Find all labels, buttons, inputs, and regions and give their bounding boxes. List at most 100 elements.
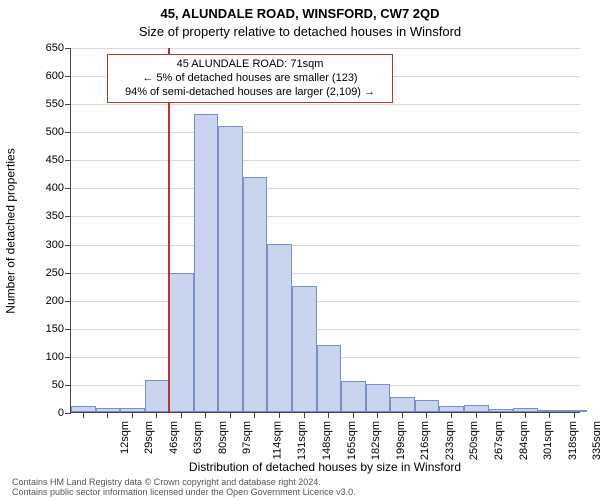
x-tick-label: 318sqm: [567, 421, 579, 460]
x-tick-label: 301sqm: [542, 421, 554, 460]
x-tick-label: 12sqm: [119, 421, 131, 454]
x-tick: [205, 412, 206, 418]
chart-title-main: 45, ALUNDALE ROAD, WINSFORD, CW7 2QD: [0, 6, 600, 21]
x-tick-label: 80sqm: [217, 421, 229, 454]
x-tick: [181, 412, 182, 418]
y-tick: [65, 329, 71, 330]
y-tick: [65, 48, 71, 49]
histogram-bar: [145, 380, 170, 412]
y-tick-label: 200: [24, 295, 64, 307]
x-tick-label: 148sqm: [321, 421, 333, 460]
x-tick: [549, 412, 550, 418]
gridline-horizontal: [71, 329, 580, 330]
histogram-bar: [390, 397, 415, 412]
x-tick: [279, 412, 280, 418]
y-tick-label: 0: [24, 407, 64, 419]
y-tick-label: 450: [24, 154, 64, 166]
x-tick-label: 165sqm: [346, 421, 358, 460]
y-tick-label: 100: [24, 351, 64, 363]
histogram-bar: [169, 273, 194, 412]
x-tick-label: 284sqm: [518, 421, 530, 460]
y-tick: [65, 357, 71, 358]
x-tick: [230, 412, 231, 418]
y-axis-title: Number of detached properties: [2, 48, 20, 413]
histogram-bar: [341, 381, 366, 412]
histogram-bar: [366, 384, 391, 412]
y-tick: [65, 301, 71, 302]
y-tick-label: 400: [24, 182, 64, 194]
gridline-horizontal: [71, 132, 580, 133]
x-tick: [254, 412, 255, 418]
histogram-bar: [218, 126, 243, 412]
y-tick: [65, 216, 71, 217]
histogram-bar: [292, 286, 317, 412]
x-tick: [500, 412, 501, 418]
histogram-bar: [194, 114, 219, 412]
y-tick: [65, 245, 71, 246]
gridline-horizontal: [71, 273, 580, 274]
x-tick: [156, 412, 157, 418]
x-tick: [353, 412, 354, 418]
y-tick: [65, 385, 71, 386]
y-tick-label: 50: [24, 379, 64, 391]
x-tick-label: 46sqm: [168, 421, 180, 454]
y-tick-label: 250: [24, 267, 64, 279]
annotation-box: 45 ALUNDALE ROAD: 71sqm← 5% of detached …: [107, 54, 393, 103]
y-tick: [65, 413, 71, 414]
y-tick-label: 300: [24, 239, 64, 251]
annotation-line: ← 5% of detached houses are smaller (123…: [114, 72, 386, 86]
y-tick-label: 600: [24, 70, 64, 82]
y-tick-label: 350: [24, 210, 64, 222]
x-tick-label: 29sqm: [143, 421, 155, 454]
x-tick: [574, 412, 575, 418]
histogram-bar: [317, 345, 342, 412]
x-tick-label: 233sqm: [444, 421, 456, 460]
histogram-bar: [267, 244, 292, 412]
y-tick-label: 550: [24, 98, 64, 110]
x-tick-label: 267sqm: [493, 421, 505, 460]
gridline-horizontal: [71, 188, 580, 189]
y-axis-title-text: Number of detached properties: [4, 148, 18, 313]
plot-area: 45 ALUNDALE ROAD: 71sqm← 5% of detached …: [70, 48, 580, 413]
histogram-bar: [415, 400, 440, 412]
y-tick: [65, 132, 71, 133]
attribution-line-2: Contains public sector information licen…: [12, 488, 356, 498]
x-tick: [304, 412, 305, 418]
x-tick: [107, 412, 108, 418]
x-tick: [402, 412, 403, 418]
gridline-horizontal: [71, 160, 580, 161]
x-tick: [328, 412, 329, 418]
x-tick: [132, 412, 133, 418]
gridline-horizontal: [71, 245, 580, 246]
x-tick-label: 63sqm: [192, 421, 204, 454]
x-tick-label: 97sqm: [241, 421, 253, 454]
chart-title-sub: Size of property relative to detached ho…: [0, 24, 600, 39]
x-tick: [83, 412, 84, 418]
attribution-footer: Contains HM Land Registry data © Crown c…: [12, 478, 356, 498]
y-tick: [65, 104, 71, 105]
x-axis-title: Distribution of detached houses by size …: [70, 460, 580, 474]
y-tick: [65, 76, 71, 77]
y-tick: [65, 188, 71, 189]
y-tick-label: 650: [24, 42, 64, 54]
x-tick-label: 114sqm: [271, 421, 283, 459]
annotation-line: 94% of semi-detached houses are larger (…: [114, 86, 386, 100]
gridline-horizontal: [71, 104, 580, 105]
x-tick: [451, 412, 452, 418]
x-tick-label: 250sqm: [469, 421, 481, 460]
y-tick: [65, 160, 71, 161]
histogram-bar: [243, 177, 268, 412]
x-tick-label: 199sqm: [395, 421, 407, 460]
y-tick-label: 500: [24, 126, 64, 138]
gridline-horizontal: [71, 48, 580, 49]
x-tick-label: 182sqm: [370, 421, 382, 460]
annotation-line: 45 ALUNDALE ROAD: 71sqm: [114, 58, 386, 72]
x-tick-label: 216sqm: [419, 421, 431, 460]
gridline-horizontal: [71, 301, 580, 302]
x-tick-label: 131sqm: [297, 421, 309, 460]
y-tick-label: 150: [24, 323, 64, 335]
x-tick: [525, 412, 526, 418]
x-tick: [377, 412, 378, 418]
x-tick: [426, 412, 427, 418]
figure: { "title": { "main": "45, ALUNDALE ROAD,…: [0, 0, 600, 500]
